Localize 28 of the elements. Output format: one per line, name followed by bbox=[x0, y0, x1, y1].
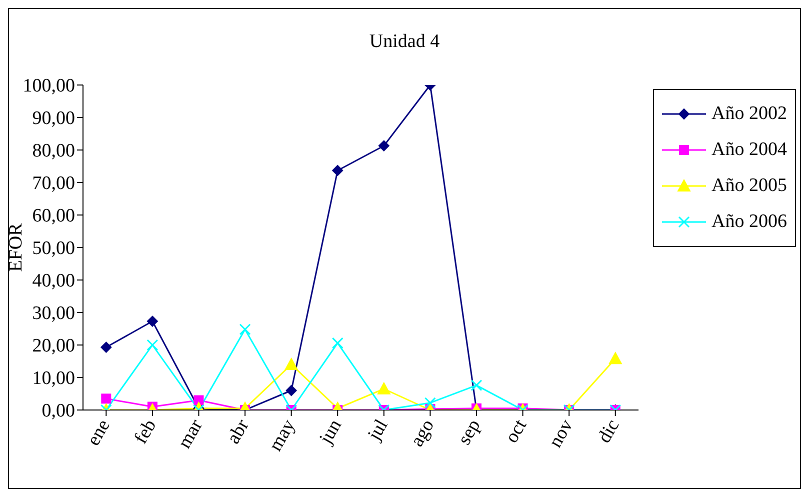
y-tick-label: 20,00 bbox=[32, 336, 75, 357]
chart-title: Unidad 4 bbox=[368, 31, 441, 53]
y-tick-label: 50,00 bbox=[32, 238, 75, 260]
legend-label: Año 2004 bbox=[712, 139, 787, 161]
x-tick-label: dic bbox=[594, 416, 624, 447]
x-tick-label: nov bbox=[544, 416, 578, 452]
y-axis-title: EFOR bbox=[6, 222, 27, 272]
legend-label: Año 2002 bbox=[712, 103, 787, 125]
x-tick-label: sep bbox=[454, 416, 485, 448]
x-tick-label: ene bbox=[83, 416, 114, 450]
y-tick-label: 80,00 bbox=[32, 140, 75, 162]
y-tick-label: 70,00 bbox=[32, 173, 75, 194]
x-tick-label: abr bbox=[223, 415, 254, 448]
y-tick-label: 40,00 bbox=[32, 270, 75, 292]
x-tick-label: jul bbox=[364, 416, 392, 445]
y-tick-label: 60,00 bbox=[32, 206, 75, 227]
x-tick-label: feb bbox=[130, 416, 161, 448]
legend-label: Año 2005 bbox=[712, 175, 787, 197]
x-tick-label: oct bbox=[501, 415, 532, 447]
y-tick-label: 0,00 bbox=[42, 400, 75, 422]
x-tick-label: mar bbox=[174, 415, 208, 452]
x-tick-label: ago bbox=[406, 416, 439, 450]
y-tick-label: 100,00 bbox=[22, 76, 75, 97]
y-tick-label: 10,00 bbox=[32, 368, 75, 390]
y-tick-label: 90,00 bbox=[32, 108, 75, 130]
y-tick-label: 30,00 bbox=[32, 303, 75, 324]
legend-label: Año 2006 bbox=[712, 211, 787, 233]
x-tick-label: jun bbox=[315, 416, 346, 448]
